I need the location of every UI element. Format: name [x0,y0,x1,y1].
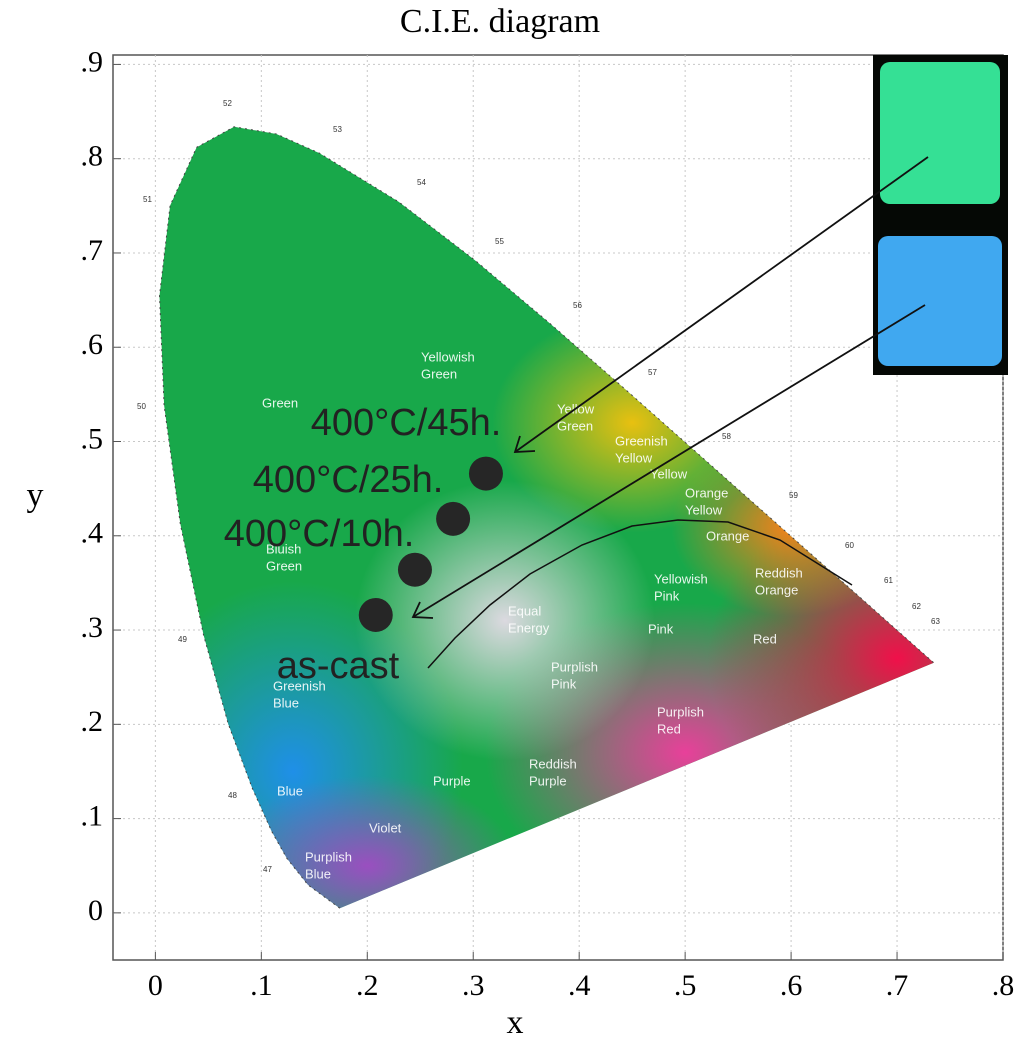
region-label: Greenish [615,433,668,448]
point-label: 400°C/25h. [253,459,444,501]
wavelength-label: 52 [223,99,232,108]
y-tick-label: .8 [81,140,104,173]
region-label: Reddish [755,565,803,580]
y-tick-label: .6 [81,328,104,361]
region-label: Yellowish [654,571,708,586]
region-label: Energy [508,620,550,635]
region-label: Purplish [551,659,598,674]
point [468,456,503,491]
region-label: Reddish [529,756,577,771]
region-label: Blue [305,866,331,881]
wavelength-label: 53 [333,125,342,134]
region-label: Purple [529,773,567,788]
region-label: Red [657,721,681,736]
y-tick-label: .9 [81,45,104,78]
wavelength-label: 54 [417,178,426,187]
x-tick-label: .2 [356,969,379,1002]
region-label: Green [266,558,302,573]
wavelength-label: 50 [137,402,146,411]
wavelength-label: 51 [143,195,152,204]
wavelength-label: 56 [573,301,582,310]
region-label: Yellow [615,450,653,465]
wavelength-label: 48 [228,791,237,800]
wavelength-label: 49 [178,635,187,644]
region-label: Equal [508,603,541,618]
region-label: Orange [706,528,749,543]
wavelength-label: 60 [845,541,854,550]
x-axis-label: x [507,1004,524,1041]
y-tick-label: .2 [81,705,104,738]
wavelength-label: 55 [495,237,504,246]
region-label: Purplish [657,704,704,719]
spectral-ticks [158,126,935,909]
region-label: Yellow [650,466,688,481]
point [397,552,432,587]
y-tick-label: .1 [81,799,104,832]
region-label: Purplish [305,849,352,864]
region-label: Green [557,418,593,433]
sample-blue [878,236,1002,366]
region-label: Violet [369,820,402,835]
point [358,597,393,632]
wavelength-label: 57 [648,368,657,377]
region-label: Pink [551,676,577,691]
y-axis-label: y [27,477,44,514]
x-tick-label: 0 [148,969,163,1002]
x-tick-label: .3 [462,969,485,1002]
y-tick-label: .3 [81,611,104,644]
region-label: Pink [654,588,680,603]
region-label: Pink [648,621,674,636]
region-label: Purple [433,773,471,788]
point-label: as-cast [277,645,400,687]
chart-title: C.I.E. diagram [400,3,600,40]
arrows [411,156,929,619]
region-label: Orange [755,582,798,597]
point-label: 400°C/10h. [224,513,415,555]
y-tick-label: 0 [88,894,103,927]
y-tick-label: .7 [81,234,104,267]
wavelength-label: 61 [884,576,893,585]
x-tick-label: .4 [568,969,591,1002]
point [436,501,471,536]
region-label: Yellowish [421,349,475,364]
x-tick-label: .7 [886,969,909,1002]
x-tick-label: .1 [250,969,273,1002]
wavelength-label: 62 [912,602,921,611]
planckian-locus [427,519,853,669]
region-label: Green [421,366,457,381]
region-label: Orange [685,485,728,500]
region-label: Greenish [273,678,326,693]
y-tick-label: .4 [81,517,104,550]
y-tick-label: .5 [81,422,104,455]
x-tick-label: .6 [780,969,803,1002]
point-label: 400°C/45h. [311,402,502,444]
region-label: Blue [277,783,303,798]
sample-green [880,62,1000,204]
region-label: Green [262,395,298,410]
wavelength-label: 59 [789,491,798,500]
wavelength-label: 47 [263,865,272,874]
region-label: Red [753,631,777,646]
wavelength-label: 58 [722,432,731,441]
x-tick-label: .5 [674,969,697,1002]
wavelength-label: 63 [931,617,940,626]
region-label: Bluish [266,541,301,556]
x-tick-label: .8 [992,969,1015,1002]
region-label: Blue [273,695,299,710]
region-label: Yellow [685,502,723,517]
